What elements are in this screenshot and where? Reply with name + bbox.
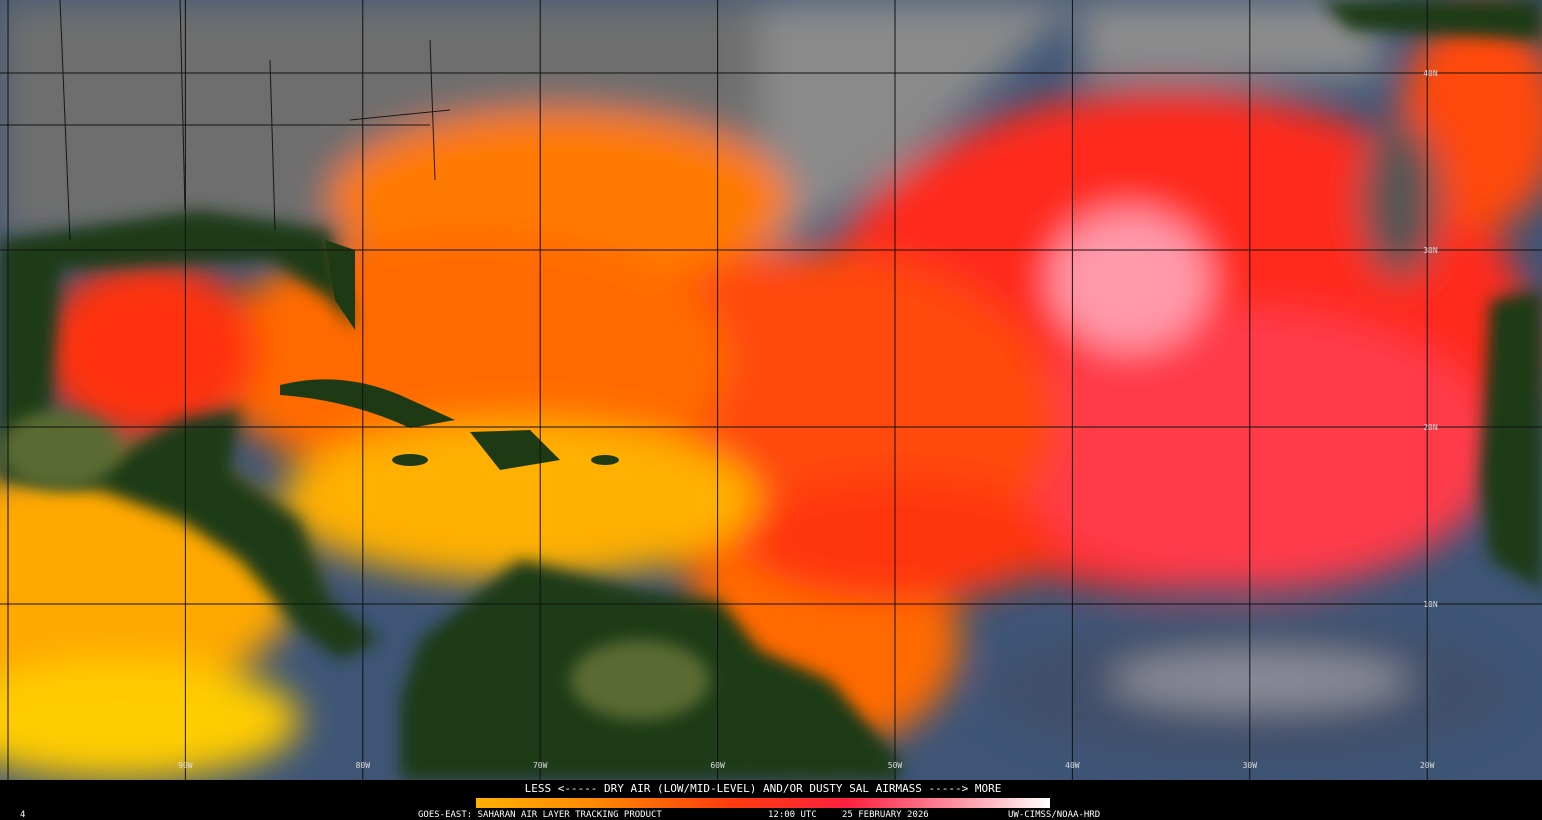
longitude-label: 30W — [1243, 761, 1258, 770]
legend-caption: LESS <----- DRY AIR (LOW/MID-LEVEL) AND/… — [525, 782, 1002, 795]
longitude-label: 40W — [1065, 761, 1080, 770]
longitude-label: 60W — [710, 761, 725, 770]
longitude-label: 20W — [1420, 761, 1435, 770]
frame-number: 4 — [20, 810, 25, 820]
date: 25 FEBRUARY 2026 — [842, 810, 929, 820]
longitude-label: 80W — [356, 761, 371, 770]
product-name: GOES-EAST: SAHARAN AIR LAYER TRACKING PR… — [418, 810, 662, 820]
longitude-label: 50W — [888, 761, 903, 770]
credit: UW-CIMSS/NOAA-HRD — [1008, 810, 1100, 820]
latitude-label: 30N — [1423, 246, 1438, 255]
longitude-label: 90W — [178, 761, 193, 770]
graticule — [0, 0, 1542, 780]
islands — [280, 240, 619, 470]
time: 12:00 UTC — [768, 810, 817, 820]
latitude-label: 40N — [1423, 69, 1438, 78]
imagery — [0, 0, 1542, 780]
longitude-label: 70W — [533, 761, 548, 770]
latitude-label: 10N — [1423, 600, 1438, 609]
borders — [0, 0, 451, 241]
latitude-label: 20N — [1423, 423, 1438, 432]
color-scale — [476, 798, 1050, 808]
